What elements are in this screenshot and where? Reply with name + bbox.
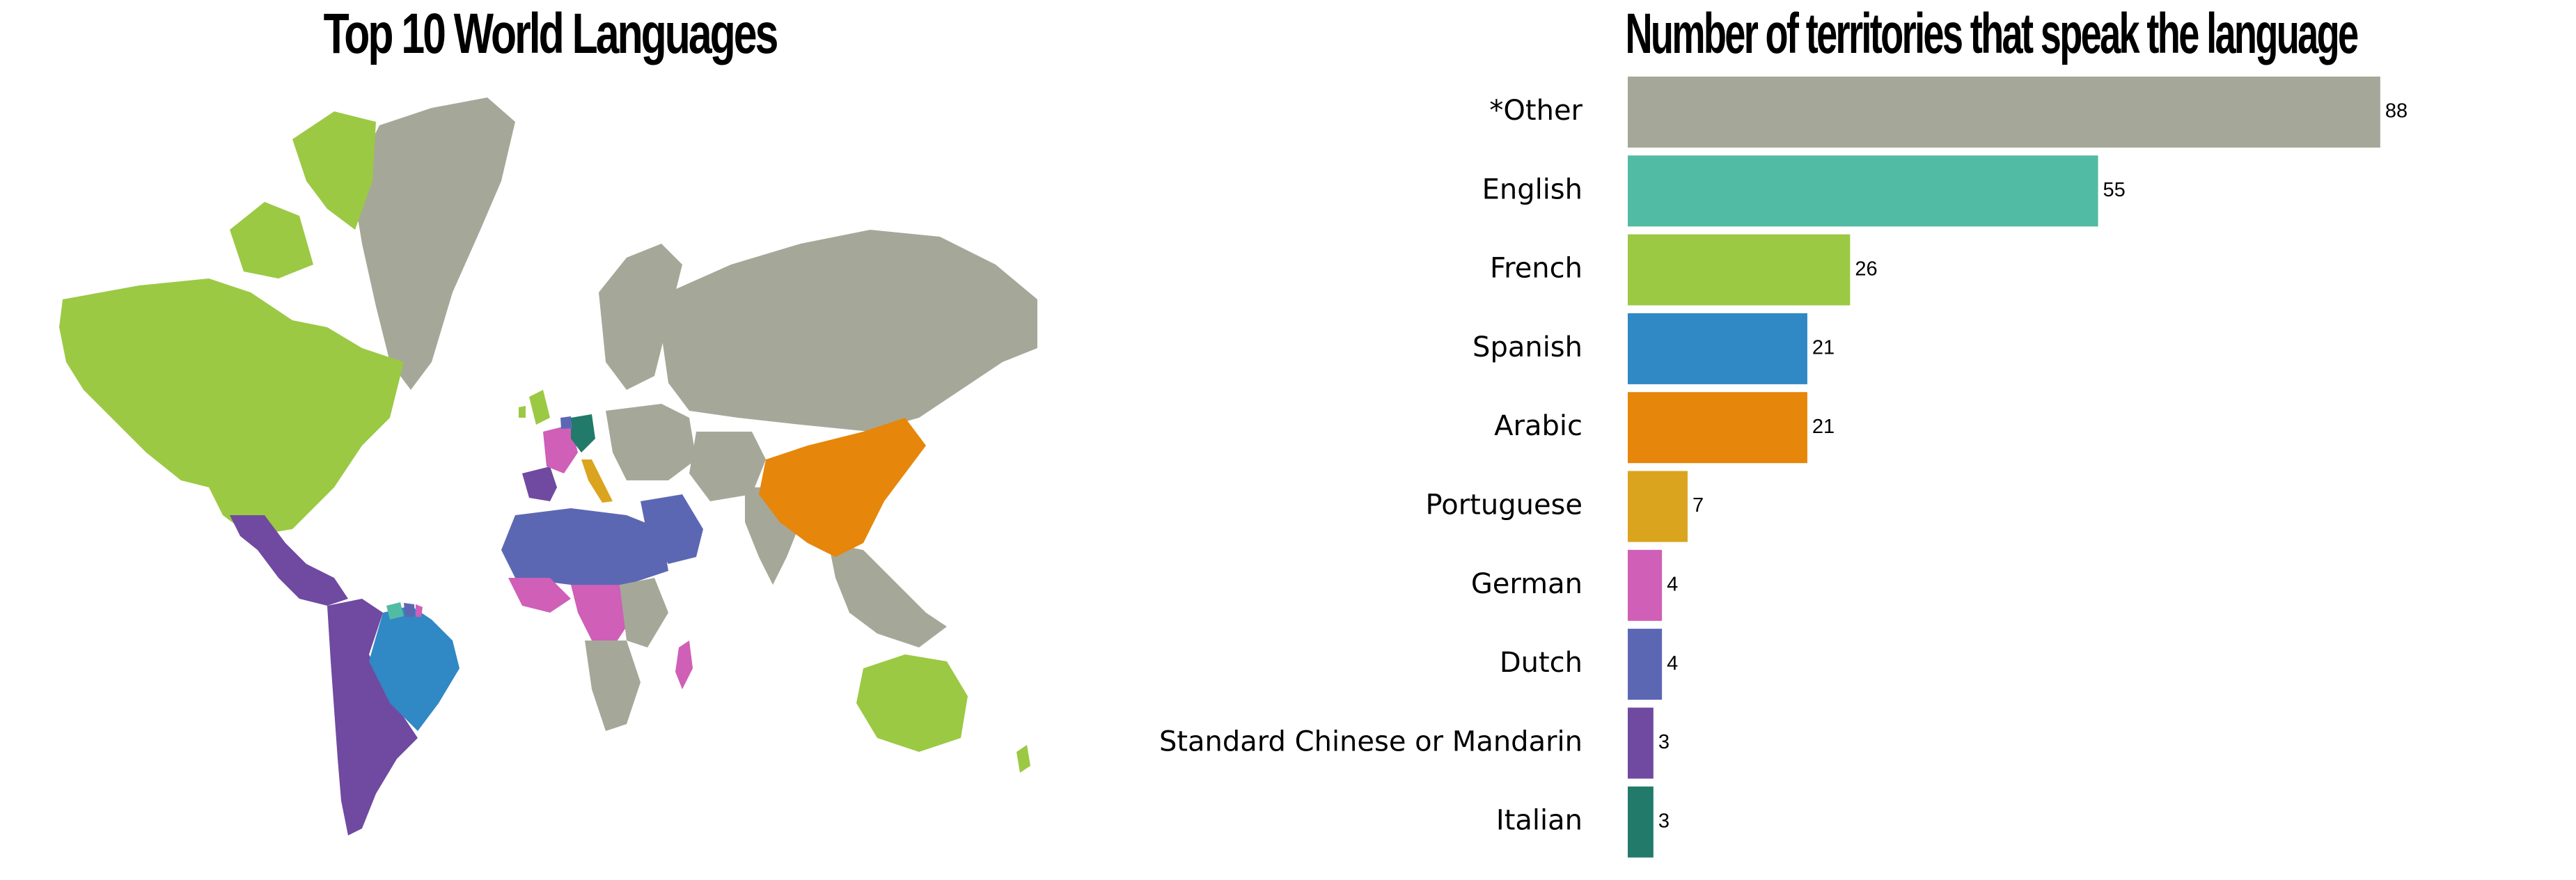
map-region-australia [856,654,968,752]
map-region-southeast-asia [828,543,947,647]
map-region-british-isles [529,390,550,425]
map-region-north-america [59,278,404,536]
value-label-other: 88 [2385,100,2408,123]
map-region-eastern-europe [606,404,696,480]
map-region-central-asia [689,432,766,501]
value-label-french: 26 [1855,258,1877,280]
map-region-suriname [404,603,415,617]
category-label-arabic: Arabic [1494,410,1582,442]
map-region-france [543,425,578,473]
map-region-french-guiana [416,604,423,617]
category-label-other: *Other [1489,95,1582,127]
bar-spanish [1628,313,1807,384]
category-label-dutch: Dutch [1500,647,1582,679]
map-region-british-isles [519,406,526,418]
category-label-german: German [1471,568,1582,600]
map-region-central-america [230,515,348,606]
bar-french [1628,234,1851,306]
bar-dutch [1628,629,1663,700]
category-label-standard-chinese-or-mandarin: Standard Chinese or Mandarin [1159,725,1582,757]
map-region-canadian-arctic [292,111,376,230]
value-label-arabic: 21 [1812,416,1835,438]
bar-english [1628,155,2098,227]
map-region-west-africa [508,578,571,613]
category-label-italian: Italian [1496,805,1582,837]
map-region-guyana [386,602,404,620]
category-label-french: French [1490,253,1582,285]
map-region-iberia [522,466,557,501]
map-region-italy [581,459,613,503]
map-region-scandinavia [599,244,682,390]
map-region-northern-africa [501,508,668,585]
map-region-brazil [369,606,460,731]
chart-title: Number of territories that speak the lan… [1625,2,2359,65]
value-label-english: 55 [2103,179,2126,201]
map-region-germany [571,414,595,453]
bar-german [1628,549,1663,621]
map-title: Top 10 World Languages [323,2,779,65]
map-region-russia [661,230,1037,432]
bar-standard-chinese-or-mandarin [1628,707,1654,779]
map-region-greenland [352,97,515,390]
value-label-spanish: 21 [1812,337,1835,359]
value-label-italian: 3 [1658,810,1670,832]
value-label-standard-chinese-or-mandarin: 3 [1658,731,1670,753]
value-label-dutch: 4 [1667,652,1678,675]
bar-arabic [1628,392,1807,464]
bar-other [1628,77,2380,148]
value-label-portuguese: 7 [1693,494,1704,517]
map-region-china [759,418,926,557]
category-label-portuguese: Portuguese [1426,489,1582,521]
map-region-benelux [560,416,572,429]
map-region-new-zealand [1016,745,1030,773]
value-label-german: 4 [1667,573,1678,595]
category-label-english: English [1482,173,1582,205]
world-map [59,97,1037,835]
bar-portuguese [1628,471,1688,542]
map-region-south-america-west [327,599,418,835]
map-region-arabia [641,494,703,564]
bar-italian [1628,786,1654,858]
category-label-spanish: Spanish [1472,331,1582,363]
map-region-madagascar [675,641,693,689]
map-region-southern-africa [585,641,641,731]
map-region-east-africa [620,578,668,647]
map-region-canadian-arctic [230,202,313,278]
map-region-central-africa [571,585,627,647]
